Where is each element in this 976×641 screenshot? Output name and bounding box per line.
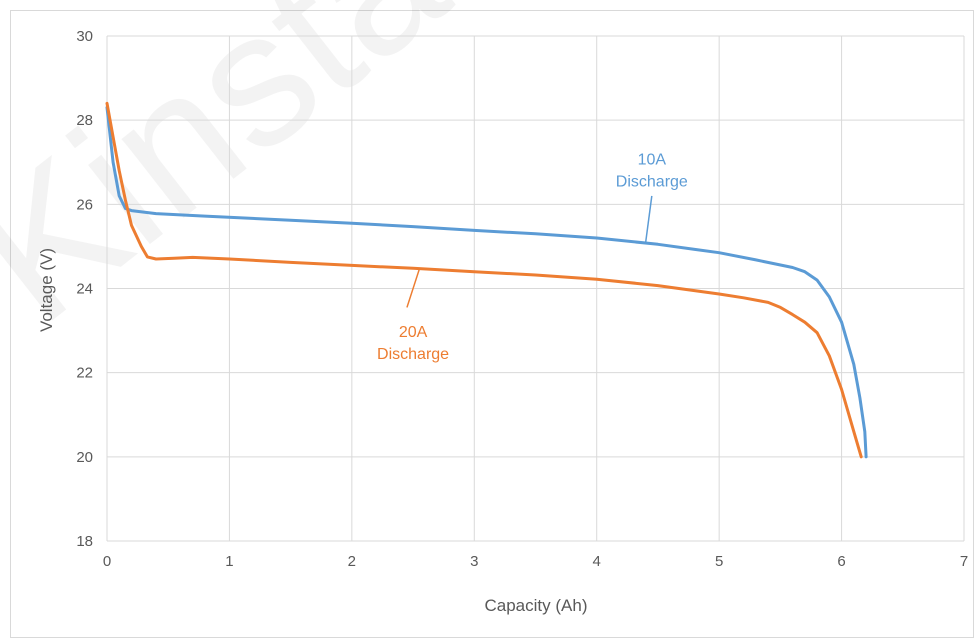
annotation-pointer — [644, 195, 653, 243]
annotation-line: Discharge — [377, 346, 449, 363]
y-tick-label: 26 — [76, 196, 93, 213]
tick-labels: 0 1 2 3 4 5 6 7 18 20 22 24 26 28 30 — [76, 28, 968, 570]
annotation-label: 10A Discharge — [616, 151, 688, 190]
annotation-line: 10A — [638, 151, 667, 168]
watermark-text: Kinstar — [0, 0, 531, 362]
x-tick-label: 2 — [348, 553, 356, 570]
y-tick-label: 30 — [76, 28, 93, 45]
y-tick-label: 22 — [76, 365, 93, 382]
y-tick-label: 20 — [76, 449, 93, 466]
annotation-line: Discharge — [616, 173, 688, 190]
y-tick-label: 18 — [76, 533, 93, 550]
y-axis-title: Voltage (V) — [37, 248, 56, 332]
series-lines — [105, 101, 868, 459]
x-tick-label: 6 — [837, 553, 845, 570]
annotation-pointer — [406, 269, 420, 308]
x-tick-label: 1 — [225, 553, 233, 570]
x-tick-label: 5 — [715, 553, 723, 570]
x-axis-title: Capacity (Ah) — [485, 596, 588, 615]
y-tick-label: 24 — [76, 281, 93, 298]
annotations: 10A Discharge 20A Discharge — [377, 151, 688, 363]
annotation-label: 20A Discharge — [377, 324, 449, 363]
y-tick-label: 28 — [76, 112, 93, 129]
series-line-10a-discharge — [105, 106, 868, 459]
x-tick-label: 3 — [470, 553, 478, 570]
x-tick-label: 7 — [960, 553, 968, 570]
series-line-20a-discharge — [105, 101, 863, 459]
gridlines — [106, 35, 965, 542]
x-tick-label: 0 — [103, 553, 111, 570]
annotation-line: 20A — [399, 324, 428, 341]
chart-frame — [10, 10, 974, 638]
watermark: Kinstar — [0, 0, 531, 362]
x-tick-label: 4 — [593, 553, 601, 570]
